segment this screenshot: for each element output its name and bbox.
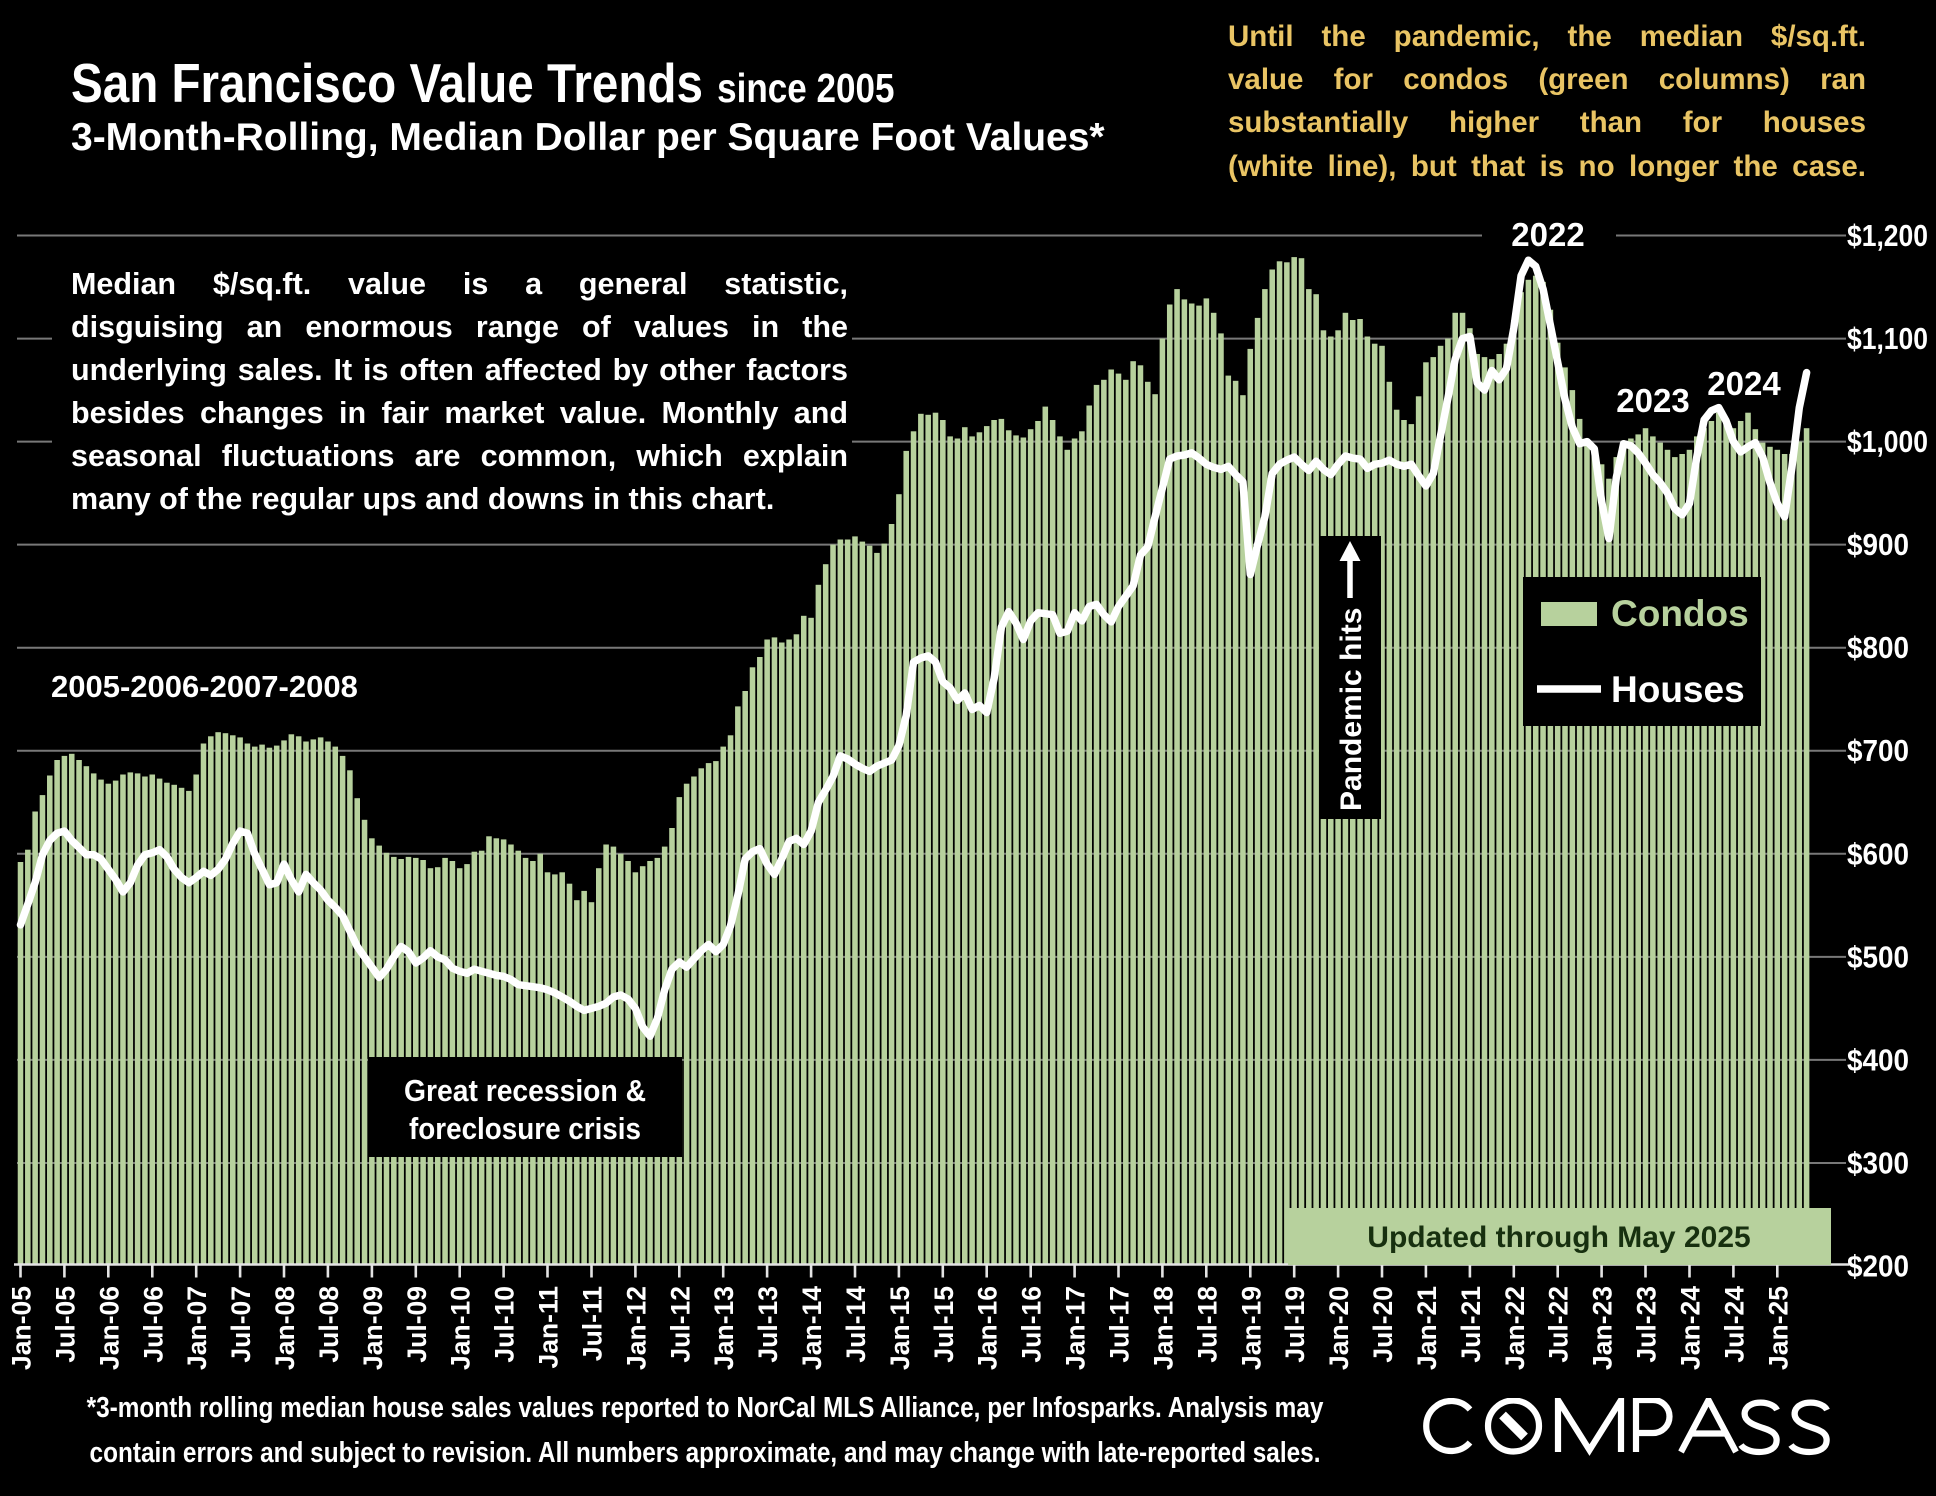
svg-text:$500: $500 <box>1847 940 1909 974</box>
svg-text:Jan-07: Jan-07 <box>182 1286 212 1370</box>
svg-text:$1,200: $1,200 <box>1847 219 1928 253</box>
svg-text:Jul-14: Jul-14 <box>841 1286 871 1363</box>
svg-text:Jul-16: Jul-16 <box>1017 1286 1047 1363</box>
svg-text:foreclosure crisis: foreclosure crisis <box>409 1111 641 1146</box>
svg-text:2023: 2023 <box>1616 382 1689 419</box>
svg-text:Jul-17: Jul-17 <box>1105 1286 1135 1363</box>
svg-text:Jul-15: Jul-15 <box>929 1286 959 1363</box>
svg-text:Jul-20: Jul-20 <box>1368 1286 1398 1363</box>
svg-text:Jul-22: Jul-22 <box>1544 1286 1574 1363</box>
svg-text:Jan-05: Jan-05 <box>7 1286 37 1370</box>
svg-text:Jan-08: Jan-08 <box>270 1286 300 1370</box>
svg-text:Jan-25: Jan-25 <box>1763 1286 1793 1370</box>
svg-text:Jan-09: Jan-09 <box>358 1286 388 1370</box>
svg-text:Jul-21: Jul-21 <box>1456 1286 1486 1363</box>
svg-text:Jul-23: Jul-23 <box>1632 1286 1662 1363</box>
svg-text:Jul-10: Jul-10 <box>490 1286 520 1363</box>
svg-text:Jan-15: Jan-15 <box>885 1286 915 1370</box>
svg-text:Jul-09: Jul-09 <box>402 1286 432 1363</box>
svg-text:Jan-16: Jan-16 <box>973 1286 1003 1370</box>
svg-text:$400: $400 <box>1847 1043 1909 1077</box>
svg-text:Jul-13: Jul-13 <box>753 1286 783 1363</box>
svg-text:Jul-06: Jul-06 <box>138 1286 168 1363</box>
svg-text:Jan-20: Jan-20 <box>1324 1286 1354 1370</box>
svg-text:Jul-11: Jul-11 <box>578 1286 608 1361</box>
svg-text:Jan-14: Jan-14 <box>797 1286 827 1370</box>
svg-text:2022: 2022 <box>1511 216 1584 253</box>
svg-text:Jan-18: Jan-18 <box>1148 1286 1178 1370</box>
svg-text:Jul-05: Jul-05 <box>50 1286 80 1363</box>
svg-text:Jan-17: Jan-17 <box>1061 1286 1091 1370</box>
svg-text:Jul-12: Jul-12 <box>665 1286 695 1363</box>
svg-text:Jan-12: Jan-12 <box>621 1286 651 1370</box>
svg-text:Jan-10: Jan-10 <box>446 1286 476 1370</box>
svg-text:$1,100: $1,100 <box>1847 322 1928 356</box>
svg-text:Jan-21: Jan-21 <box>1412 1286 1442 1370</box>
svg-text:Jan-22: Jan-22 <box>1500 1286 1530 1370</box>
svg-text:Updated through May 2025: Updated through May 2025 <box>1367 1221 1750 1254</box>
svg-text:Jan-06: Jan-06 <box>94 1286 124 1370</box>
svg-text:$200: $200 <box>1847 1250 1909 1284</box>
svg-text:2005-2006-2007-2008: 2005-2006-2007-2008 <box>51 669 358 704</box>
svg-text:Jul-08: Jul-08 <box>314 1286 344 1363</box>
svg-text:$1,000: $1,000 <box>1847 425 1928 459</box>
svg-text:Jul-07: Jul-07 <box>226 1286 256 1363</box>
svg-text:Jul-19: Jul-19 <box>1280 1286 1310 1363</box>
svg-text:Jan-13: Jan-13 <box>709 1286 739 1370</box>
svg-text:$900: $900 <box>1847 528 1909 562</box>
svg-text:Jan-24: Jan-24 <box>1676 1286 1706 1370</box>
svg-text:Great recession &: Great recession & <box>404 1073 646 1108</box>
svg-text:Condos: Condos <box>1611 593 1749 634</box>
svg-text:Jul-24: Jul-24 <box>1719 1286 1749 1363</box>
svg-text:$600: $600 <box>1847 837 1909 871</box>
svg-text:$700: $700 <box>1847 734 1909 768</box>
svg-text:Jan-11: Jan-11 <box>534 1286 564 1369</box>
svg-text:Pandemic hits: Pandemic hits <box>1335 608 1368 811</box>
svg-text:2024: 2024 <box>1707 365 1781 402</box>
svg-text:Jul-18: Jul-18 <box>1192 1286 1222 1363</box>
svg-text:Jan-19: Jan-19 <box>1236 1286 1266 1370</box>
svg-text:Houses: Houses <box>1611 669 1745 710</box>
svg-text:Jan-23: Jan-23 <box>1588 1286 1618 1370</box>
svg-text:$800: $800 <box>1847 631 1909 665</box>
svg-text:$300: $300 <box>1847 1147 1909 1181</box>
